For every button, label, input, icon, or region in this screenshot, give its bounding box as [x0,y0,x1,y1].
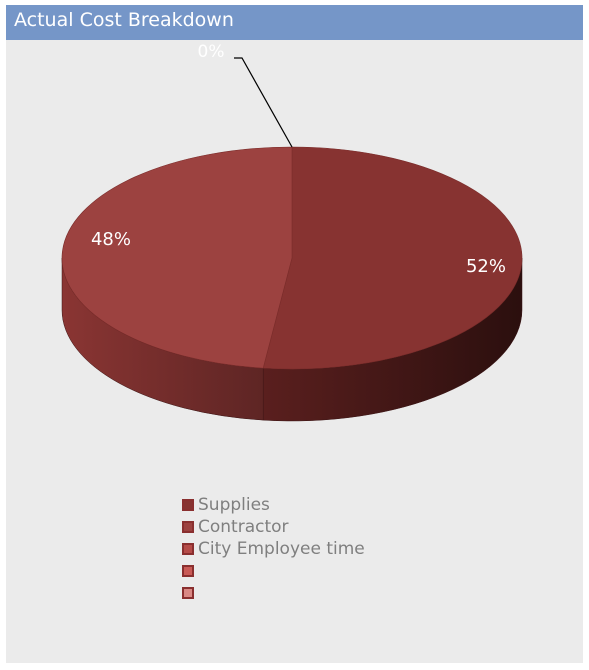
legend-item-4 [182,560,365,582]
legend-swatch [182,499,194,511]
legend-swatch [182,543,194,555]
data-label-city-employee-time: 0% [198,42,225,62]
legend-item-supplies: Supplies [182,494,365,516]
data-label-supplies: 52% [466,256,506,277]
data-label-contractor: 48% [91,229,131,250]
legend-swatch [182,565,194,577]
legend-label: Contractor [198,517,289,537]
pie-slice-contractor [61,146,293,369]
title-bar: Actual Cost Breakdown [6,5,583,40]
legend-swatch [182,521,194,533]
chart-frame: Actual Cost Breakdown 52% 48% 0% Supplies … [6,5,583,663]
pie-labels: 52% 48% 0% [91,42,506,277]
legend-label: Supplies [198,495,270,515]
pie-tops [61,146,523,370]
chart-title: Actual Cost Breakdown [14,9,234,31]
leader-line [234,57,293,148]
legend-item-contractor: Contractor [182,516,365,538]
pie-slice-supplies [262,146,523,370]
legend-item-5 [182,582,365,604]
pie-chart: 52% 48% 0% [61,42,523,422]
legend-label: City Employee time [198,539,365,559]
legend-swatch [182,587,194,599]
legend: Supplies Contractor City Employee time [182,494,365,604]
legend-item-city-employee-time: City Employee time [182,538,365,560]
